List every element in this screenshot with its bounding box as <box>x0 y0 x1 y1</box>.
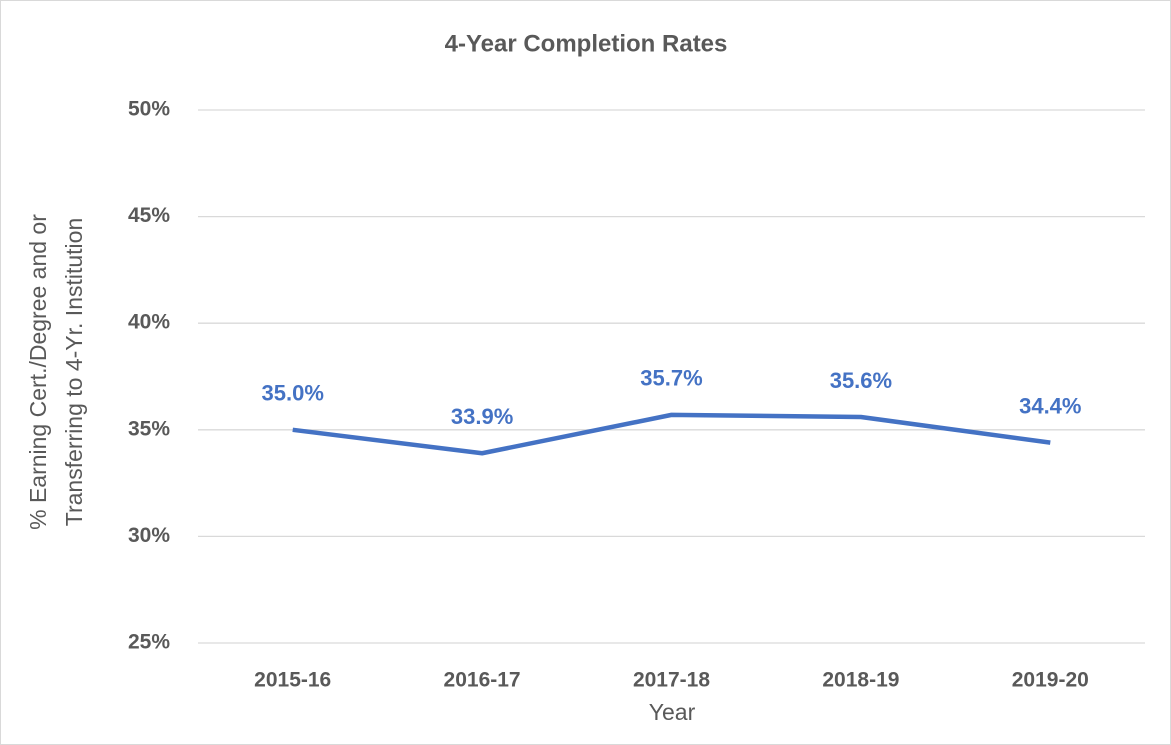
data-label: 33.9% <box>451 404 513 429</box>
y-tick-label: 30% <box>128 524 170 547</box>
x-axis-label: Year <box>649 699 696 725</box>
x-tick-label: 2015-16 <box>254 669 331 692</box>
y-tick-label: 40% <box>128 311 170 334</box>
y-axis-label: Transferring to 4-Yr. Institution <box>61 218 87 527</box>
data-label: 35.6% <box>830 368 892 393</box>
data-label: 35.7% <box>640 366 702 391</box>
chart-title: 4-Year Completion Rates <box>445 30 728 57</box>
y-tick-label: 25% <box>128 631 170 654</box>
y-tick-label: 35% <box>128 417 170 440</box>
x-tick-label: 2018-19 <box>822 669 899 692</box>
x-tick-label: 2019-20 <box>1012 669 1089 692</box>
x-tick-label: 2016-17 <box>444 669 521 692</box>
y-axis-label: % Earning Cert./Degree and or <box>25 214 51 530</box>
data-label: 35.0% <box>262 381 324 406</box>
y-tick-label: 45% <box>128 204 170 227</box>
data-label: 34.4% <box>1019 393 1081 418</box>
y-tick-label: 50% <box>128 98 170 121</box>
x-tick-label: 2017-18 <box>633 669 710 692</box>
series-line <box>292 412 1051 456</box>
